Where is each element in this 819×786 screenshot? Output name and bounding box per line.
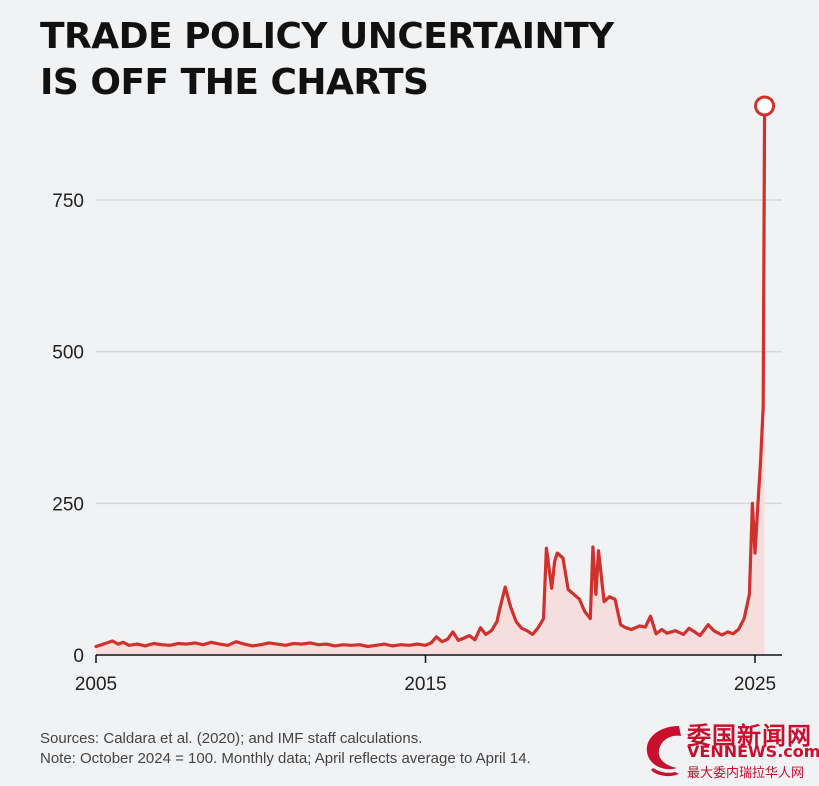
y-tick-label-0: 0: [73, 646, 84, 667]
latest-value-circle: [754, 95, 776, 117]
x-axis-labels: 2005 2015 2025: [75, 674, 776, 695]
dragon-logo-icon: [646, 726, 681, 777]
x-axis: [95, 654, 782, 663]
area-fill: [96, 106, 765, 655]
grid-lines: [96, 199, 782, 505]
series-line: [94, 104, 767, 649]
latest-value-marker: [754, 95, 776, 117]
y-tick-label-250: 250: [52, 494, 84, 515]
series-area: [96, 106, 765, 655]
x-tick-label-2015: 2015: [404, 674, 446, 695]
vennews-watermark: 委国新闻网 VENNEWS.com 最大委内瑞拉华人网: [639, 716, 819, 782]
note-text: Note: October 2024 = 100. Monthly data; …: [40, 750, 531, 767]
watermark-english: VENNEWS.com: [687, 742, 819, 761]
chart-title: TRADE POLICY UNCERTAINTY IS OFF THE CHAR…: [40, 14, 614, 106]
x-tick-label-2005: 2005: [75, 674, 117, 695]
watermark-chinese: 委国新闻网: [687, 722, 812, 750]
y-axis-labels: 0 250 500 750: [52, 191, 84, 667]
y-tick-label-500: 500: [52, 343, 84, 364]
y-tick-label-750: 750: [52, 191, 84, 212]
watermark-subtitle: 最大委内瑞拉华人网: [687, 766, 805, 781]
series-line-path: [94, 104, 767, 649]
chart-notes: Sources: Caldara et al. (2020); and IMF …: [40, 729, 531, 769]
sources-text: Sources: Caldara et al. (2020); and IMF …: [40, 730, 423, 747]
chart-title-line-1: TRADE POLICY UNCERTAINTY: [40, 16, 614, 57]
chart-title-line-2: IS OFF THE CHARTS: [40, 62, 429, 103]
x-tick-label-2025: 2025: [734, 674, 776, 695]
